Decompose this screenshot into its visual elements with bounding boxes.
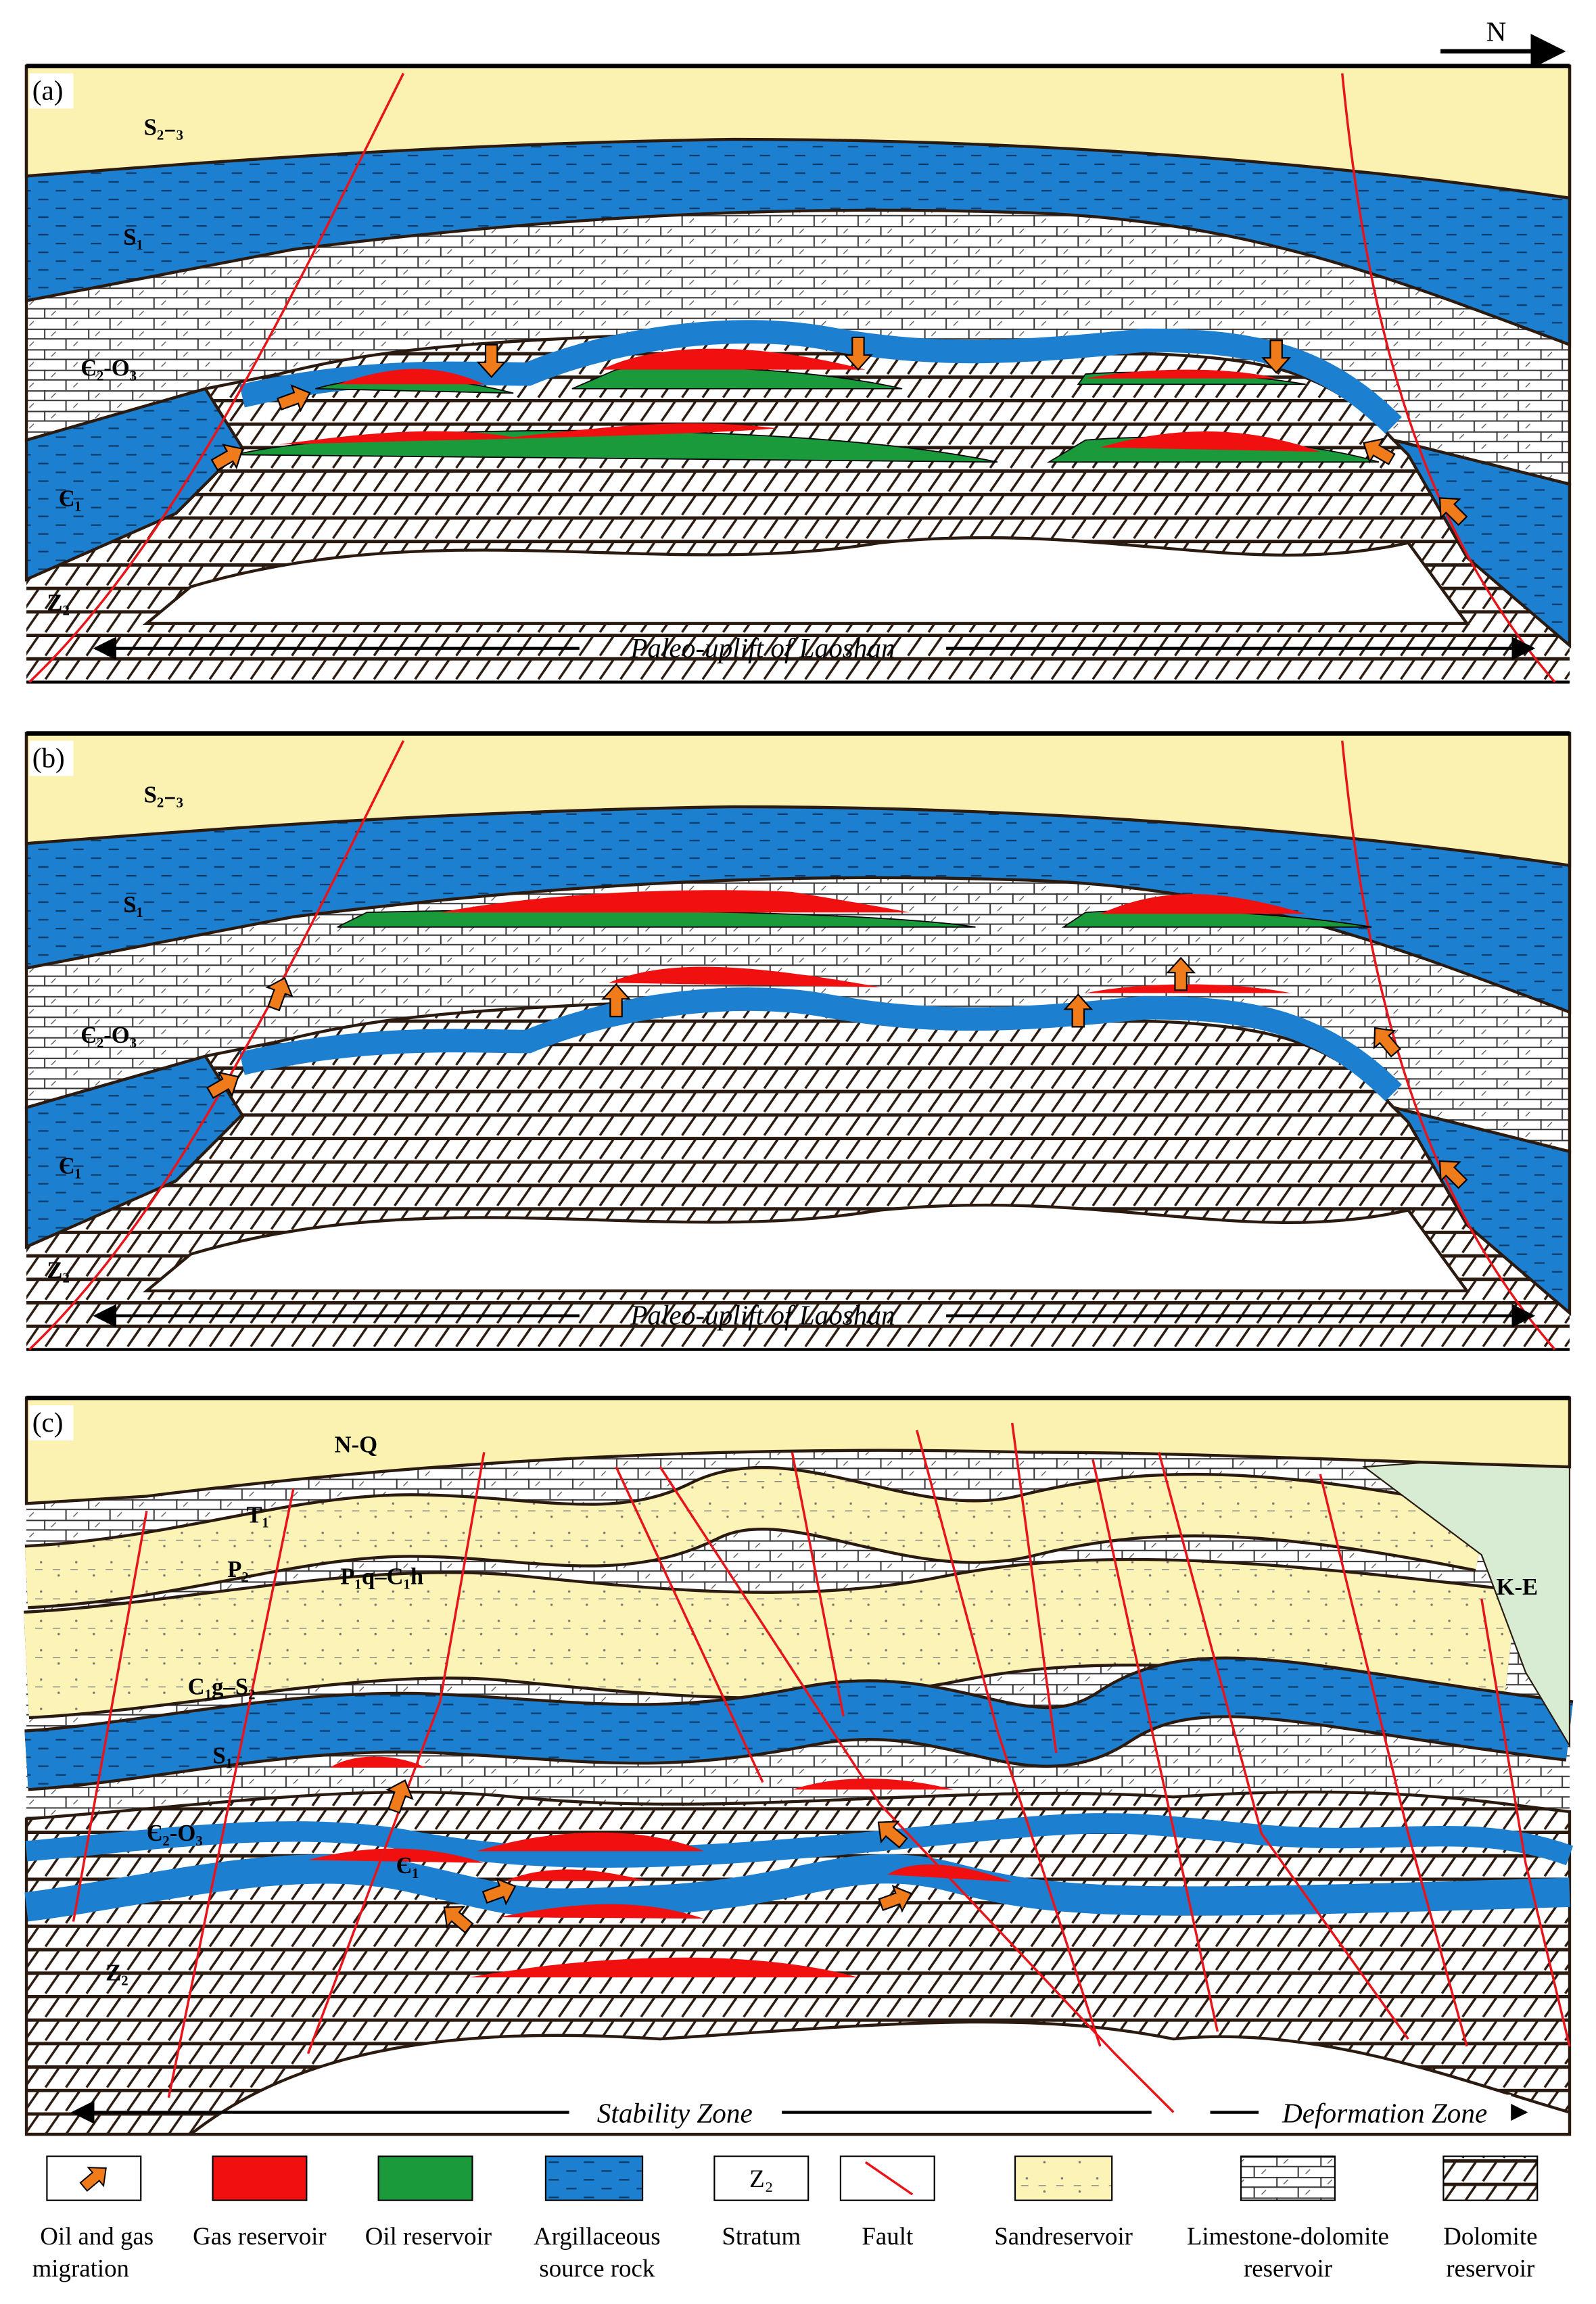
- legend-label: Gas reservoir: [193, 2222, 327, 2250]
- panel-c: (c) N-Q T₁ P₂ P₁q–C₁h C₁g–S₂ S₁ Є₂-O₃ Є₁…: [24, 1395, 1574, 2134]
- stratum-label: K-E: [1497, 1574, 1539, 1600]
- stratum-label: S₁: [123, 891, 143, 918]
- legend-label: Oil and gas: [40, 2222, 154, 2250]
- stratum-label: Є₂-O₃: [80, 1022, 137, 1048]
- legend-label: migration: [32, 2254, 129, 2282]
- legend: Z₂ Oil and gas migration Gas reservoir O…: [32, 2155, 1539, 2282]
- panel-a: (a) S₂₋₃ S₁ Є₂-O₃ Є₁ Z₂ Paleo-uplift of …: [26, 66, 1570, 682]
- legend-label: Sandreservoir: [994, 2222, 1133, 2250]
- stratum-label: T₁: [246, 1502, 269, 1528]
- stratum-label: S₂₋₃: [144, 114, 183, 141]
- stratum-label: C₁g–S₂: [188, 1673, 256, 1699]
- panel-label: (c): [32, 1407, 64, 1438]
- stratum-label: Є₁: [59, 485, 82, 511]
- zone-label: Paleo-uplift of Laoshan: [630, 632, 895, 663]
- stratum-label: Z₂: [47, 589, 70, 615]
- stratum-label: N-Q: [335, 1431, 378, 1457]
- legend-label: Stratum: [722, 2222, 801, 2250]
- panel-label: (a): [32, 75, 64, 107]
- stratum-label: S₁: [213, 1742, 233, 1768]
- legend-symbol: Z₂: [749, 2165, 773, 2192]
- legend-label: source rock: [539, 2254, 655, 2282]
- panel-label: (b): [32, 742, 65, 774]
- compass-label: N: [1486, 16, 1507, 47]
- legend-label: Argillaceous: [534, 2222, 661, 2250]
- stratum-label: S₂₋₃: [144, 782, 183, 808]
- stratum-label: S₁: [123, 224, 143, 250]
- stratum-label: Є₁: [396, 1852, 419, 1879]
- panel-b: (b) S₂₋₃ S₁ Є₂-O₃ Є₁ Z₂ Paleo-uplift of …: [26, 734, 1570, 1350]
- stratum-label: P₁q–C₁h: [340, 1564, 423, 1590]
- stratum-label: Є₂-O₃: [147, 1820, 203, 1846]
- legend-label: reservoir: [1244, 2254, 1332, 2282]
- legend-label: Dolomite: [1443, 2222, 1537, 2250]
- stratum-label: P₂: [227, 1556, 249, 1582]
- zone-label: Stability Zone: [597, 2098, 753, 2129]
- faults: [72, 1422, 1571, 2113]
- zone-label: Deformation Zone: [1282, 2098, 1487, 2129]
- legend-label: Fault: [862, 2222, 914, 2250]
- legend-label: Limestone-dolomite: [1187, 2222, 1389, 2250]
- zone-label: Paleo-uplift of Laoshan: [630, 1300, 895, 1331]
- stratum-label: Є₁: [59, 1152, 82, 1179]
- legend-label: reservoir: [1446, 2254, 1534, 2282]
- reservoirs: [337, 890, 1372, 993]
- stratum-label: Z₂: [47, 1256, 70, 1283]
- stratum-label: Є₂-O₃: [80, 354, 137, 381]
- legend-label: Oil reservoir: [365, 2222, 492, 2250]
- stratum-label: Z₂: [105, 1959, 128, 1985]
- reservoirs: [234, 348, 1380, 463]
- reservoirs: [308, 1756, 1012, 1977]
